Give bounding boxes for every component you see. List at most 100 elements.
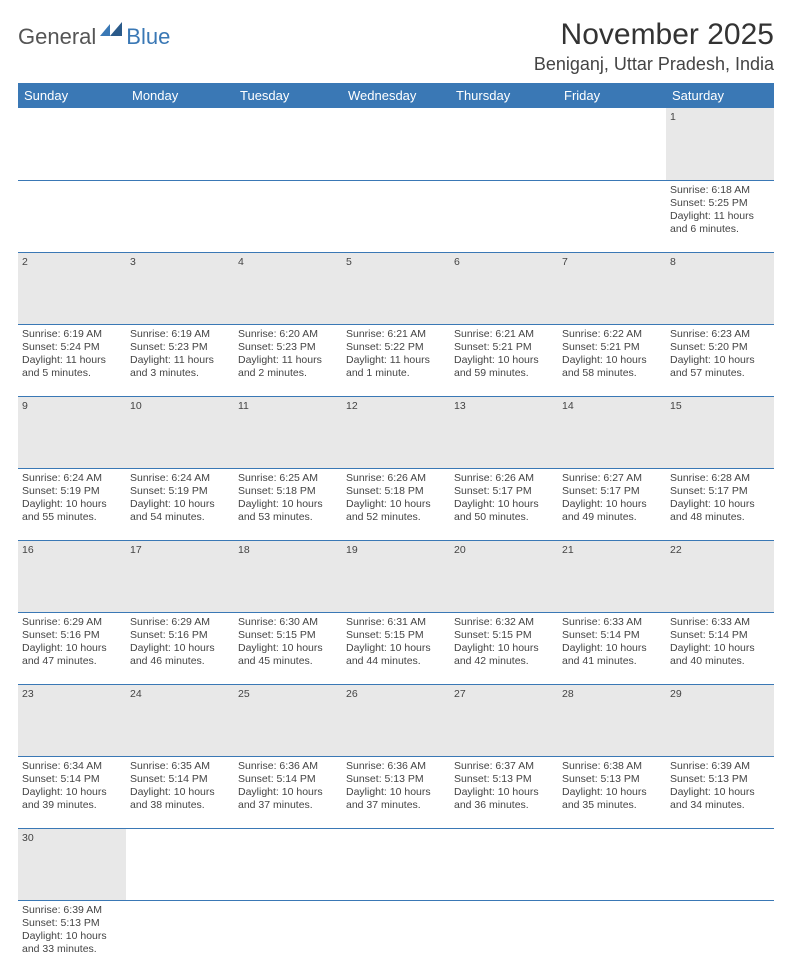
day-cell: Sunrise: 6:20 AMSunset: 5:23 PMDaylight:…: [234, 324, 342, 396]
empty-cell: [126, 108, 234, 180]
daylight-line: Daylight: 11 hours and 6 minutes.: [670, 210, 770, 236]
daylight-line: Daylight: 10 hours and 34 minutes.: [670, 786, 770, 812]
sunrise-line: Sunrise: 6:33 AM: [670, 616, 770, 629]
day-number: 4: [234, 252, 342, 324]
day-number: 16: [18, 540, 126, 612]
day-cell: Sunrise: 6:28 AMSunset: 5:17 PMDaylight:…: [666, 468, 774, 540]
day-number-row: 30: [18, 828, 774, 900]
empty-cell: [450, 828, 558, 900]
sunrise-line: Sunrise: 6:36 AM: [346, 760, 446, 773]
sunset-line: Sunset: 5:22 PM: [346, 341, 446, 354]
empty-cell: [234, 180, 342, 252]
daylight-line: Daylight: 10 hours and 39 minutes.: [22, 786, 122, 812]
empty-cell: [342, 828, 450, 900]
day-cell: Sunrise: 6:29 AMSunset: 5:16 PMDaylight:…: [126, 612, 234, 684]
day-number: 6: [450, 252, 558, 324]
day-number: 1: [666, 108, 774, 180]
sunrise-line: Sunrise: 6:18 AM: [670, 184, 770, 197]
sunset-line: Sunset: 5:17 PM: [454, 485, 554, 498]
daylight-line: Daylight: 10 hours and 40 minutes.: [670, 642, 770, 668]
sunset-line: Sunset: 5:14 PM: [670, 629, 770, 642]
sunrise-line: Sunrise: 6:39 AM: [670, 760, 770, 773]
day-cell: Sunrise: 6:37 AMSunset: 5:13 PMDaylight:…: [450, 756, 558, 828]
day-number: 10: [126, 396, 234, 468]
day-number-row: 2345678: [18, 252, 774, 324]
daylight-line: Daylight: 11 hours and 5 minutes.: [22, 354, 122, 380]
sunrise-line: Sunrise: 6:34 AM: [22, 760, 122, 773]
sunrise-line: Sunrise: 6:38 AM: [562, 760, 662, 773]
sunset-line: Sunset: 5:13 PM: [562, 773, 662, 786]
day-number: 29: [666, 684, 774, 756]
empty-cell: [558, 108, 666, 180]
day-cell: Sunrise: 6:19 AMSunset: 5:24 PMDaylight:…: [18, 324, 126, 396]
day-cell: Sunrise: 6:35 AMSunset: 5:14 PMDaylight:…: [126, 756, 234, 828]
weekday-header: Friday: [558, 83, 666, 108]
empty-cell: [342, 900, 450, 972]
day-number: 25: [234, 684, 342, 756]
sunset-line: Sunset: 5:13 PM: [22, 917, 122, 930]
day-number: 26: [342, 684, 450, 756]
sunrise-line: Sunrise: 6:29 AM: [22, 616, 122, 629]
sunset-line: Sunset: 5:13 PM: [670, 773, 770, 786]
daylight-line: Daylight: 10 hours and 42 minutes.: [454, 642, 554, 668]
day-number: 15: [666, 396, 774, 468]
day-cell: Sunrise: 6:29 AMSunset: 5:16 PMDaylight:…: [18, 612, 126, 684]
sunset-line: Sunset: 5:18 PM: [346, 485, 446, 498]
day-number: 17: [126, 540, 234, 612]
sunrise-line: Sunrise: 6:35 AM: [130, 760, 230, 773]
day-number-row: 16171819202122: [18, 540, 774, 612]
day-number-row: 9101112131415: [18, 396, 774, 468]
day-cell: Sunrise: 6:21 AMSunset: 5:22 PMDaylight:…: [342, 324, 450, 396]
sunrise-line: Sunrise: 6:21 AM: [454, 328, 554, 341]
sunrise-line: Sunrise: 6:33 AM: [562, 616, 662, 629]
sunset-line: Sunset: 5:17 PM: [670, 485, 770, 498]
sunset-line: Sunset: 5:24 PM: [22, 341, 122, 354]
daylight-line: Daylight: 10 hours and 44 minutes.: [346, 642, 446, 668]
sunrise-line: Sunrise: 6:26 AM: [346, 472, 446, 485]
empty-cell: [234, 108, 342, 180]
empty-cell: [18, 108, 126, 180]
day-number: 9: [18, 396, 126, 468]
day-info-row: Sunrise: 6:19 AMSunset: 5:24 PMDaylight:…: [18, 324, 774, 396]
day-cell: Sunrise: 6:39 AMSunset: 5:13 PMDaylight:…: [666, 756, 774, 828]
logo-text-blue: Blue: [126, 24, 170, 50]
day-cell: Sunrise: 6:18 AMSunset: 5:25 PMDaylight:…: [666, 180, 774, 252]
empty-cell: [558, 180, 666, 252]
sunrise-line: Sunrise: 6:27 AM: [562, 472, 662, 485]
sunrise-line: Sunrise: 6:37 AM: [454, 760, 554, 773]
sunset-line: Sunset: 5:20 PM: [670, 341, 770, 354]
daylight-line: Daylight: 10 hours and 59 minutes.: [454, 354, 554, 380]
day-cell: Sunrise: 6:25 AMSunset: 5:18 PMDaylight:…: [234, 468, 342, 540]
day-info-row: Sunrise: 6:29 AMSunset: 5:16 PMDaylight:…: [18, 612, 774, 684]
sunset-line: Sunset: 5:21 PM: [454, 341, 554, 354]
day-number-row: 1: [18, 108, 774, 180]
empty-cell: [126, 180, 234, 252]
daylight-line: Daylight: 10 hours and 35 minutes.: [562, 786, 662, 812]
empty-cell: [342, 108, 450, 180]
day-number: 20: [450, 540, 558, 612]
sunrise-line: Sunrise: 6:21 AM: [346, 328, 446, 341]
sunset-line: Sunset: 5:15 PM: [454, 629, 554, 642]
day-cell: Sunrise: 6:19 AMSunset: 5:23 PMDaylight:…: [126, 324, 234, 396]
day-cell: Sunrise: 6:27 AMSunset: 5:17 PMDaylight:…: [558, 468, 666, 540]
day-cell: Sunrise: 6:34 AMSunset: 5:14 PMDaylight:…: [18, 756, 126, 828]
day-number: 12: [342, 396, 450, 468]
daylight-line: Daylight: 11 hours and 1 minute.: [346, 354, 446, 380]
sunset-line: Sunset: 5:14 PM: [238, 773, 338, 786]
sunrise-line: Sunrise: 6:22 AM: [562, 328, 662, 341]
empty-cell: [666, 828, 774, 900]
daylight-line: Daylight: 10 hours and 37 minutes.: [238, 786, 338, 812]
empty-cell: [126, 828, 234, 900]
day-number: 22: [666, 540, 774, 612]
empty-cell: [666, 900, 774, 972]
day-number: 11: [234, 396, 342, 468]
empty-cell: [126, 900, 234, 972]
day-cell: Sunrise: 6:33 AMSunset: 5:14 PMDaylight:…: [558, 612, 666, 684]
empty-cell: [18, 180, 126, 252]
weekday-header: Saturday: [666, 83, 774, 108]
day-cell: Sunrise: 6:24 AMSunset: 5:19 PMDaylight:…: [126, 468, 234, 540]
daylight-line: Daylight: 10 hours and 46 minutes.: [130, 642, 230, 668]
day-cell: Sunrise: 6:36 AMSunset: 5:14 PMDaylight:…: [234, 756, 342, 828]
daylight-line: Daylight: 10 hours and 36 minutes.: [454, 786, 554, 812]
daylight-line: Daylight: 10 hours and 54 minutes.: [130, 498, 230, 524]
